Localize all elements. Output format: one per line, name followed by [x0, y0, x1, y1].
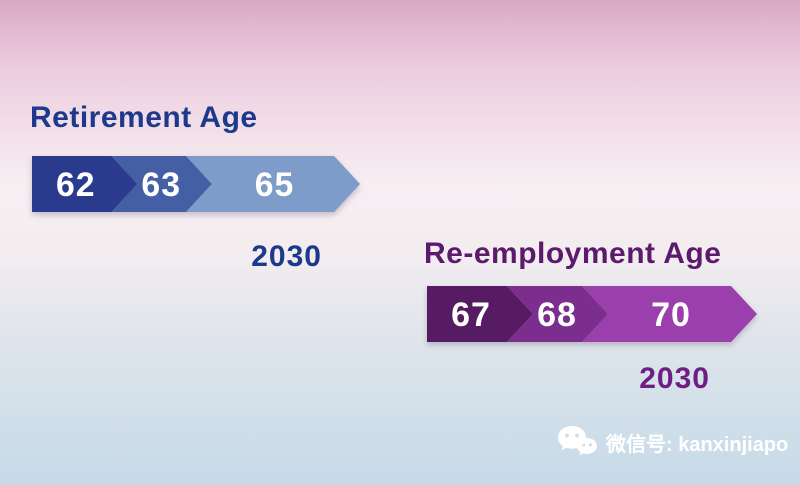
- reemployment-age-67: 67: [451, 296, 491, 334]
- retirement-segment-1: [32, 156, 138, 212]
- wechat-id-text: 微信号: kanxinjiapo: [606, 433, 789, 456]
- wechat-watermark: 微信号: kanxinjiapo: [556, 424, 788, 460]
- reemployment-age-68: 68: [537, 296, 577, 334]
- retirement-age-63: 63: [141, 166, 181, 204]
- reemployment-age-70: 70: [651, 296, 691, 334]
- retirement-segment-3: [186, 156, 360, 212]
- wechat-icon: [558, 426, 597, 456]
- retirement-year: 2030: [251, 240, 322, 273]
- reemployment-segment-3: [582, 286, 757, 342]
- reemployment-segment-1: [427, 286, 533, 342]
- reemployment-year: 2030: [639, 362, 710, 395]
- retirement-arrow-bar: 62 63 65: [32, 156, 360, 212]
- reemployment-title: Re-employment Age: [424, 237, 722, 270]
- retirement-age-65: 65: [255, 166, 295, 204]
- reemployment-arrow-bar: 67 68 70: [427, 286, 757, 342]
- retirement-age-62: 62: [56, 166, 96, 204]
- retirement-title: Retirement Age: [30, 101, 258, 134]
- retirement-segment-2: [111, 156, 212, 212]
- reemployment-segment-2: [507, 286, 608, 342]
